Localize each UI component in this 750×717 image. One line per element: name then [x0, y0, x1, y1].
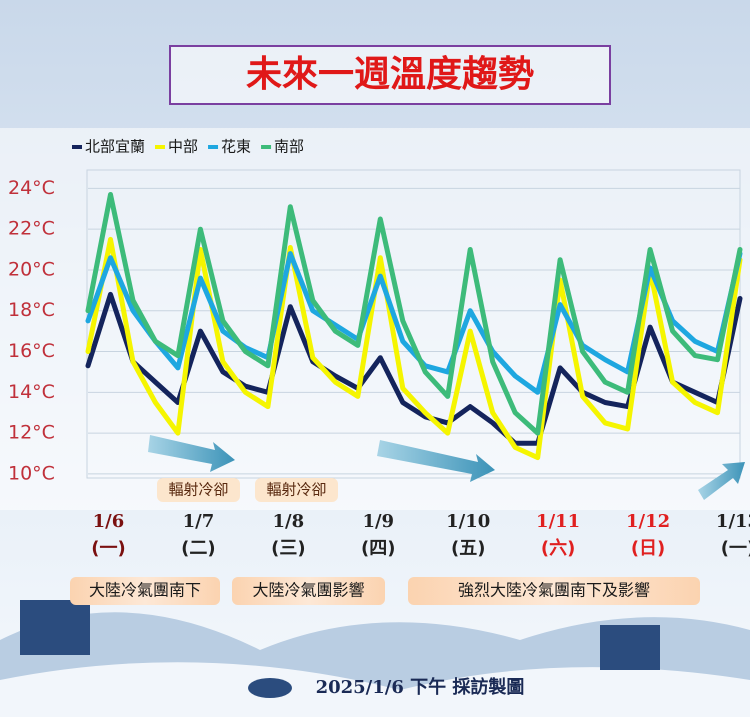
x-tick-sublabel: (一) — [721, 538, 750, 559]
series-line — [85, 192, 743, 436]
x-tick-sublabel: (日) — [631, 538, 665, 559]
x-tick-label: 1/12 — [626, 511, 670, 532]
y-tick-label: 14°C — [8, 381, 55, 403]
x-tick-sublabel: (三) — [271, 538, 305, 559]
period-label: 大陸冷氣團影響 — [252, 581, 364, 600]
x-tick-sublabel: (六) — [541, 537, 575, 559]
chart-title: 未來一週溫度趨勢 — [246, 54, 534, 95]
period-label: 大陸冷氣團南下 — [89, 581, 201, 600]
annotation: 輻射冷卻 — [168, 481, 228, 499]
y-tick-label: 10°C — [8, 462, 55, 484]
series-line — [85, 236, 743, 461]
arrow — [148, 435, 235, 472]
legend-label: 北部宜蘭 — [85, 138, 145, 156]
arrow — [377, 440, 495, 482]
x-tick-sublabel: (一) — [91, 538, 125, 559]
footer-text: 2025/1/6 下午 採訪製圖 — [316, 676, 525, 698]
x-tick-label: 1/9 — [362, 511, 394, 532]
period-box — [70, 577, 220, 605]
y-tick-label: 24°C — [8, 177, 55, 199]
period-box — [232, 577, 385, 605]
x-tick-sublabel: (五) — [451, 538, 485, 559]
legend-label: 花東 — [221, 138, 251, 156]
footer: 2025/1/6 下午 採訪製圖 — [248, 676, 524, 698]
x-tick-label: 1/11 — [536, 511, 580, 532]
y-tick-label: 12°C — [8, 422, 55, 444]
x-tick-sublabel: (四) — [361, 538, 395, 559]
plot-area — [86, 169, 741, 479]
x-tick-label: 1/10 — [446, 511, 490, 532]
x-tick-label: 1/7 — [183, 511, 215, 532]
y-tick-label: 22°C — [8, 218, 55, 240]
legend-label: 中部 — [168, 138, 198, 156]
title-box — [169, 45, 611, 105]
y-tick-label: 20°C — [8, 258, 55, 280]
annotation: 輻射冷卻 — [266, 481, 326, 499]
annotation-box — [157, 478, 240, 502]
y-tick-label: 18°C — [8, 299, 55, 321]
y-tick-label: 16°C — [8, 340, 55, 362]
x-tick-label: 1/6 — [93, 511, 125, 532]
x-tick-label: 1/8 — [273, 511, 305, 532]
period-label: 強烈大陸冷氣團南下及影響 — [458, 581, 650, 600]
period-box — [408, 577, 700, 605]
legend-label: 南部 — [274, 138, 304, 156]
house — [600, 625, 660, 670]
house — [20, 600, 90, 655]
snow — [0, 662, 750, 717]
arrow — [698, 462, 745, 500]
x-tick-sublabel: (二) — [181, 538, 215, 559]
annotation-box — [255, 478, 338, 502]
x-tick-label: 1/13 — [716, 511, 750, 532]
